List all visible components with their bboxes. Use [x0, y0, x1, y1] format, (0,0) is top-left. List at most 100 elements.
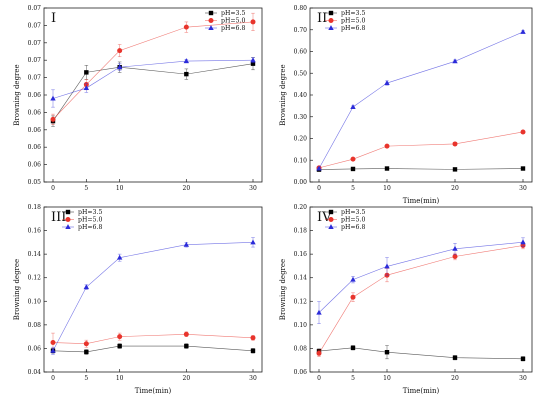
data-point — [116, 254, 123, 260]
y-tick-label: 0.07 — [28, 75, 42, 82]
data-point — [250, 57, 256, 63]
y-tick-label: 0.00 — [294, 179, 308, 186]
y-tick-label: 0.70 — [294, 27, 308, 34]
data-point — [50, 95, 56, 101]
legend-marker — [328, 25, 334, 30]
legend-marker — [208, 10, 214, 16]
y-tick-label: 0.06 — [28, 144, 42, 151]
plot-frame — [43, 206, 263, 373]
legend-marker — [328, 10, 334, 16]
y-axis-title: Browning degree — [279, 259, 287, 320]
data-point — [520, 239, 526, 245]
data-point — [452, 58, 458, 64]
series-line — [318, 131, 524, 169]
data-point — [184, 71, 189, 77]
x-tick-label: 10 — [383, 185, 391, 192]
y-tick-label: 0.18 — [28, 204, 42, 211]
y-axis-title: Browning degree — [13, 259, 21, 320]
series-line — [318, 168, 524, 170]
data-point — [50, 340, 56, 346]
x-tick-label: 5 — [84, 185, 88, 192]
y-tick-label: 0.40 — [294, 92, 308, 99]
legend-label: pH=5.0 — [341, 18, 365, 25]
y-tick-label: 0.12 — [294, 298, 308, 305]
data-point — [350, 166, 356, 172]
series-ph-5-0 — [50, 331, 256, 353]
x-tick-label: 20 — [183, 185, 191, 192]
x-tick-label: 30 — [249, 185, 257, 192]
legend-marker — [328, 217, 334, 222]
y-tick-label: 0.07 — [28, 57, 42, 64]
legend-label: pH=5.0 — [341, 217, 365, 224]
panel-label: IV — [317, 210, 332, 225]
series-line — [318, 245, 524, 354]
data-point — [116, 64, 123, 70]
y-tick-label: 0.08 — [294, 345, 308, 352]
legend-marker — [65, 217, 71, 222]
data-point — [316, 309, 322, 315]
data-point — [83, 284, 90, 290]
legend-marker — [328, 209, 334, 215]
legend: pH=3.5pH=5.0pH=6.8 — [325, 209, 365, 231]
data-point — [250, 19, 256, 25]
x-tick-label: 5 — [351, 185, 355, 192]
x-tick-label: 30 — [249, 375, 257, 382]
data-point — [184, 343, 189, 349]
data-point — [452, 167, 458, 172]
y-tick-label: 0.10 — [28, 298, 42, 305]
data-point — [384, 263, 390, 269]
y-tick-label: 0.60 — [294, 49, 308, 56]
data-point — [183, 331, 189, 337]
panel-label: III — [51, 210, 66, 225]
legend-label: pH=3.5 — [341, 209, 365, 216]
x-tick-label: 10 — [116, 185, 124, 192]
series-ph-6-8 — [316, 29, 526, 171]
y-tick-label: 0.14 — [28, 251, 42, 258]
y-tick-label: 0.06 — [294, 369, 308, 376]
y-tick-label: 0.06 — [28, 127, 42, 134]
legend-label: pH=6.8 — [78, 224, 102, 231]
legend-label: pH=5.0 — [221, 18, 245, 25]
legend: pH=3.5pH=5.0pH=6.8 — [62, 209, 102, 231]
y-tick-label: 0.06 — [28, 92, 42, 99]
series-line — [318, 241, 524, 313]
data-point — [452, 254, 458, 259]
y-axis-title: Browning degree — [279, 64, 287, 125]
y-tick-label: 0.50 — [294, 70, 308, 77]
series-ph-6-8 — [50, 237, 256, 355]
data-point — [84, 349, 89, 355]
series-ph-3-5 — [316, 166, 526, 172]
data-point — [452, 355, 458, 360]
chart-panel-1: 0 5 10 20 30 0.05 0.06 0.06 0.06 0.06 0.06 0.07 0.07… — [13, 5, 263, 192]
x-tick-label: 10 — [383, 375, 391, 382]
data-point — [384, 166, 390, 171]
x-tick-label: 5 — [84, 375, 88, 382]
y-tick-label: 0.16 — [28, 228, 42, 235]
y-tick-label: 0.20 — [294, 136, 308, 143]
series-ph-3-5 — [50, 343, 256, 355]
y-tick-label: 0.80 — [294, 5, 308, 12]
plot-frame — [309, 7, 533, 183]
data-point — [50, 347, 56, 353]
data-point — [520, 356, 526, 361]
x-axis-title: Time(min) — [403, 387, 440, 395]
y-tick-label: 0.10 — [294, 157, 308, 164]
data-point — [350, 294, 356, 300]
y-tick-label: 0.10 — [294, 322, 308, 329]
panel-label: I — [51, 11, 56, 26]
x-axis-title: Time(min) — [403, 197, 440, 205]
data-point — [250, 239, 256, 245]
data-point — [117, 343, 122, 349]
x-tick-label: 30 — [519, 375, 527, 382]
legend-marker — [208, 25, 214, 30]
data-point — [83, 341, 89, 347]
legend-marker — [328, 224, 334, 229]
y-tick-label: 0.20 — [294, 204, 308, 211]
y-tick-label: 0.07 — [28, 22, 42, 29]
y-tick-label: 0.04 — [28, 369, 42, 376]
series-line — [318, 31, 524, 169]
data-point — [117, 48, 123, 54]
data-point — [350, 276, 356, 282]
legend-label: pH=5.0 — [78, 217, 102, 224]
